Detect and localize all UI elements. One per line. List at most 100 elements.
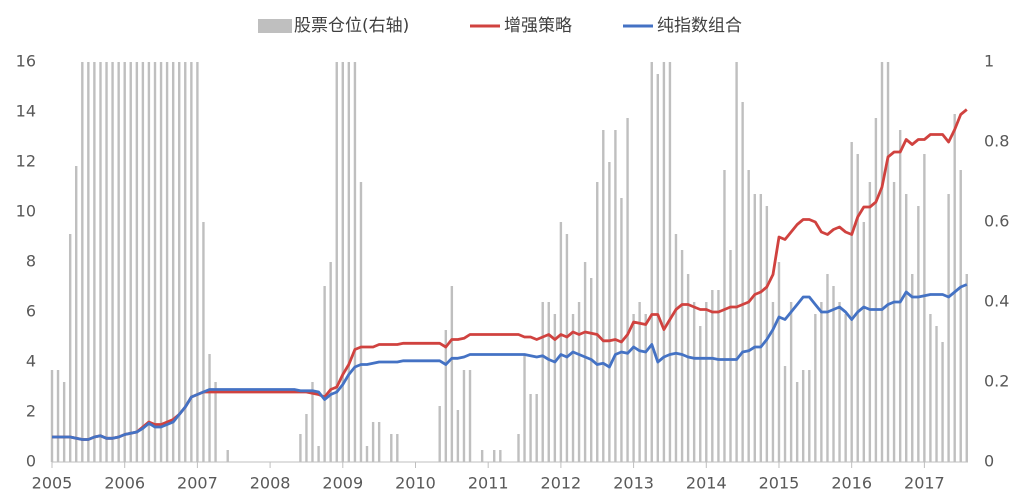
bar — [329, 262, 332, 462]
x-tick-label: 2011 — [468, 474, 509, 493]
bar — [911, 274, 914, 462]
y-tick-label: 8 — [26, 252, 36, 271]
bar — [953, 114, 956, 462]
bar — [668, 62, 672, 462]
bar — [438, 406, 441, 462]
bar — [147, 62, 151, 462]
bar — [801, 370, 805, 462]
bar — [117, 62, 120, 462]
bar — [729, 250, 732, 462]
y-tick-label: 10 — [16, 202, 36, 221]
y-tick-label: 0 — [26, 452, 36, 471]
y2-tick-label: 0.4 — [984, 292, 1009, 311]
bar — [214, 382, 217, 462]
x-tick-label: 2005 — [32, 474, 73, 493]
bar — [753, 194, 756, 462]
bar — [171, 62, 175, 462]
bar — [390, 434, 393, 462]
bar — [68, 234, 72, 462]
bar — [311, 382, 314, 462]
bar — [777, 262, 781, 462]
bar — [365, 446, 369, 462]
bar — [565, 234, 569, 462]
bar — [686, 274, 690, 462]
bar — [765, 206, 769, 462]
x-tick-label: 2007 — [177, 474, 218, 493]
bar — [862, 222, 866, 462]
bar — [523, 354, 526, 462]
bar — [583, 262, 587, 462]
bar — [299, 434, 302, 462]
bar — [959, 170, 962, 462]
bar — [596, 182, 599, 462]
legend-label: 增强策略 — [504, 16, 572, 36]
bar — [789, 302, 793, 462]
bar — [141, 62, 145, 462]
bar — [317, 446, 320, 462]
bar — [190, 62, 193, 462]
y-tick-label: 14 — [16, 102, 36, 121]
bar — [608, 162, 611, 462]
bar — [662, 62, 666, 462]
bar — [947, 194, 950, 462]
line — [52, 283, 968, 441]
legend-label: 纯指数组合 — [657, 16, 742, 36]
x-tick-label: 2006 — [104, 474, 145, 493]
bar — [62, 382, 66, 462]
bar — [832, 286, 835, 462]
bar — [874, 118, 878, 462]
bar — [783, 366, 787, 462]
x-tick-label: 2016 — [831, 474, 872, 493]
legend-label: 股票仓位(右轴) — [294, 16, 409, 36]
bar — [493, 450, 496, 462]
x-tick-label: 2009 — [322, 474, 363, 493]
bar — [347, 62, 351, 462]
bar — [305, 414, 308, 462]
bar — [898, 130, 902, 462]
bar — [856, 154, 859, 462]
x-tick-label: 2010 — [395, 474, 436, 493]
bar — [965, 274, 968, 462]
bar — [196, 62, 199, 462]
bar — [81, 62, 84, 462]
bar — [444, 330, 448, 462]
bar — [371, 422, 375, 462]
bar — [692, 302, 696, 462]
x-tick-label: 2013 — [613, 474, 654, 493]
bar — [571, 314, 575, 462]
y-tick-label: 6 — [26, 302, 36, 321]
legend: 股票仓位(右轴) 增强策略 纯指数组合 — [258, 16, 742, 36]
bar — [820, 302, 823, 462]
x-tick-label: 2017 — [904, 474, 945, 493]
bar — [705, 302, 708, 462]
y2-tick-label: 0.6 — [984, 212, 1009, 231]
bar — [468, 370, 472, 462]
x-tick-label: 2015 — [759, 474, 800, 493]
bar — [547, 302, 550, 462]
y2-tick-label: 0.2 — [984, 372, 1009, 391]
bar — [178, 62, 181, 462]
legend-swatch — [258, 19, 292, 33]
bar — [620, 198, 623, 462]
x-tick-label: 2012 — [541, 474, 582, 493]
bar — [226, 450, 229, 462]
bar — [553, 314, 557, 462]
bar — [153, 62, 157, 462]
bar — [886, 62, 890, 462]
y-tick-label: 4 — [26, 352, 36, 371]
bar — [450, 286, 454, 462]
bar — [535, 394, 538, 462]
bar — [723, 170, 726, 462]
bar — [99, 62, 102, 462]
bar — [480, 450, 484, 462]
bar — [377, 422, 381, 462]
bar — [335, 62, 338, 462]
bar — [165, 62, 169, 462]
bar — [159, 62, 163, 462]
bar — [50, 370, 54, 462]
bar — [929, 314, 932, 462]
bar — [529, 394, 532, 462]
bar — [541, 302, 544, 462]
line — [52, 108, 968, 441]
